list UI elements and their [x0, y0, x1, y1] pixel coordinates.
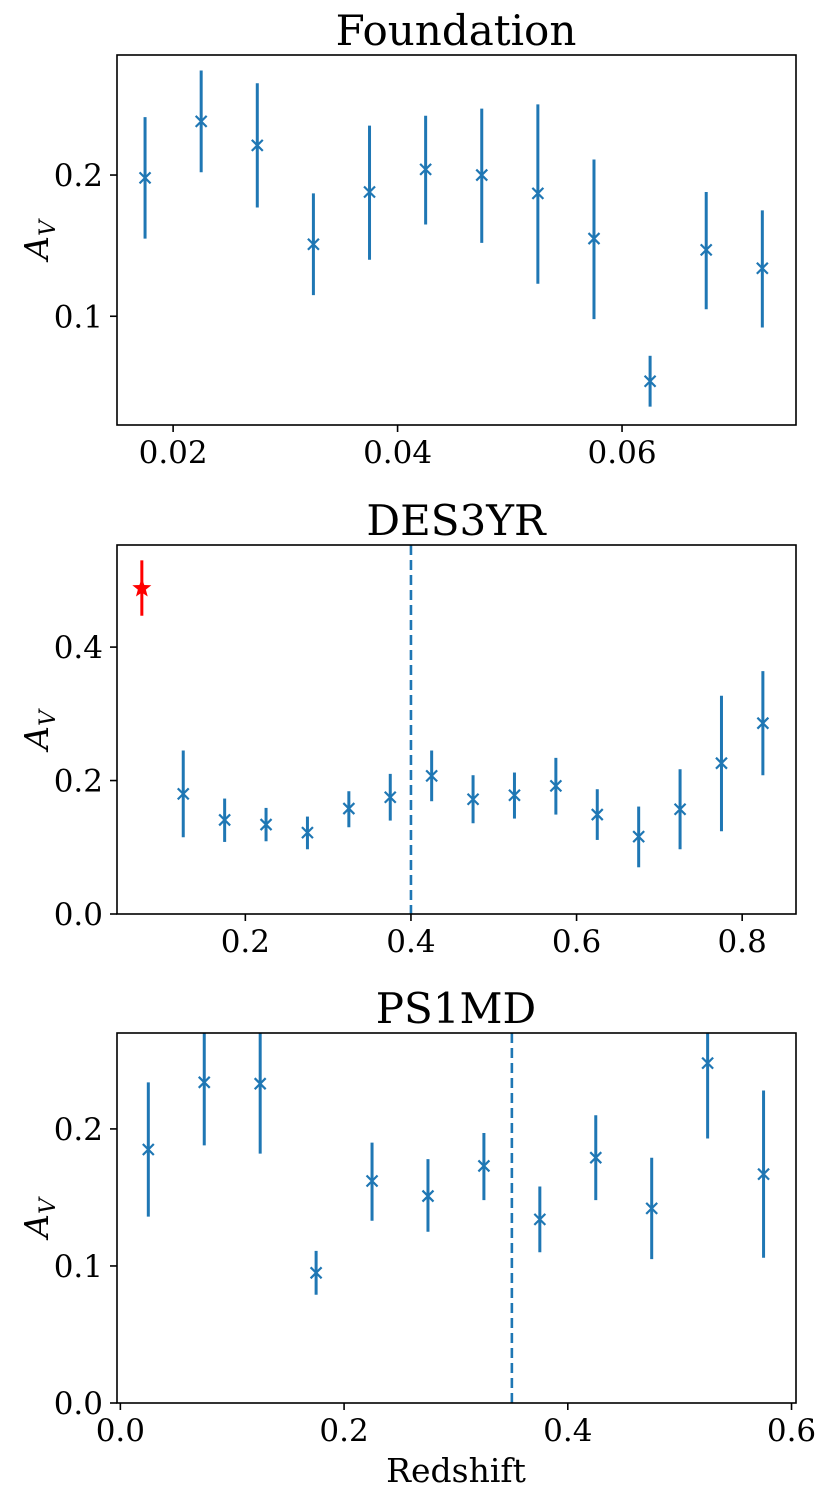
data-point: [383, 790, 397, 804]
data-point: [251, 139, 264, 152]
data-point: [138, 171, 152, 185]
data-layer: [142, 1033, 770, 1403]
axes-frame: [116, 1032, 797, 1404]
plot-area: 0.2 0.4 0.6 0.8 0.0 0.2 0.4: [54, 544, 797, 960]
data-point: [701, 1056, 714, 1070]
x-tick-label: 0.2: [221, 924, 270, 960]
data-point: [475, 168, 489, 182]
data-layer: [138, 70, 769, 407]
data-point: [531, 187, 545, 200]
plot-area: 0.0 0.2 0.4 0.6 0.0 0.1 0.2: [54, 1032, 816, 1449]
data-point: [756, 716, 770, 730]
data-point: [673, 802, 687, 816]
y-tick-label: 0.2: [54, 158, 103, 194]
x-tick-label: 0.6: [767, 1413, 816, 1449]
y-tick-label: 0.2: [54, 764, 103, 800]
x-tick-label: 0.4: [543, 1413, 592, 1449]
axes-frame: [116, 544, 797, 915]
data-point: [643, 374, 657, 388]
panel-title: PS1MD: [376, 984, 536, 1033]
x-tick-label: 0.4: [386, 924, 435, 960]
panel-des3yr: DES3YR AV 0.2 0.4 0.6 0.8 0.0 0.2 0.4: [17, 496, 797, 960]
axes-frame: [116, 54, 797, 426]
x-tick-label: 0.04: [363, 435, 432, 471]
y-axis-label: AV: [17, 1196, 61, 1241]
data-point: [176, 787, 190, 801]
y-tick-label: 0.4: [54, 630, 103, 666]
data-point: [425, 769, 438, 783]
panel-title: DES3YR: [366, 496, 547, 545]
data-layer: [132, 545, 770, 914]
data-point: [342, 802, 356, 815]
x-tick-label: 0.02: [139, 435, 208, 471]
data-point: [699, 243, 713, 257]
panel-foundation: Foundation AV 0.02 0.04 0.06 0.1 0.2: [17, 6, 797, 471]
data-point: [197, 1076, 211, 1089]
x-tick-label: 0.0: [96, 1413, 145, 1449]
data-point: [587, 232, 601, 245]
data-point: [307, 237, 320, 251]
data-point: [365, 1174, 379, 1188]
y-axis-label: AV: [17, 218, 61, 263]
data-point: [363, 185, 376, 199]
y-tick-label: 0.0: [54, 897, 103, 933]
panel-title: Foundation: [336, 6, 577, 55]
x-tick-label: 0.8: [718, 924, 767, 960]
plot-area: 0.02 0.04 0.06 0.1 0.2: [54, 54, 797, 471]
x-tick-label: 0.06: [588, 435, 657, 471]
data-point: [419, 163, 432, 176]
data-point: [194, 115, 208, 128]
data-point: [421, 1189, 435, 1203]
data-point: [757, 1167, 770, 1181]
data-point: [590, 808, 604, 821]
data-point: [301, 826, 314, 839]
y-axis-label: AV: [17, 708, 61, 753]
data-point: [218, 813, 231, 827]
data-point: [589, 1151, 603, 1164]
highlight-star-point: [132, 578, 152, 597]
data-point: [477, 1159, 491, 1173]
data-point: [533, 1213, 547, 1226]
panel-ps1md: PS1MD AV 0.0 0.2 0.4 0.6 0.0 0.1 0.2 Redshift: [17, 984, 816, 1490]
data-point: [259, 818, 273, 831]
y-tick-label: 0.1: [54, 1249, 103, 1285]
x-tick-label: 0.2: [319, 1413, 368, 1449]
data-point: [309, 1266, 323, 1280]
data-point: [466, 792, 480, 806]
x-tick-label: 0.6: [552, 924, 601, 960]
data-point: [645, 1202, 658, 1215]
x-axis-label: Redshift: [386, 1451, 526, 1490]
data-point: [508, 788, 521, 802]
y-tick-label: 0.2: [54, 1112, 103, 1148]
data-point: [715, 756, 728, 770]
data-point: [142, 1143, 155, 1156]
y-tick-label: 0.0: [54, 1386, 103, 1422]
data-point: [253, 1077, 267, 1090]
data-point: [756, 261, 769, 275]
data-point: [549, 779, 563, 793]
data-point: [632, 830, 645, 843]
y-tick-label: 0.1: [54, 299, 103, 335]
